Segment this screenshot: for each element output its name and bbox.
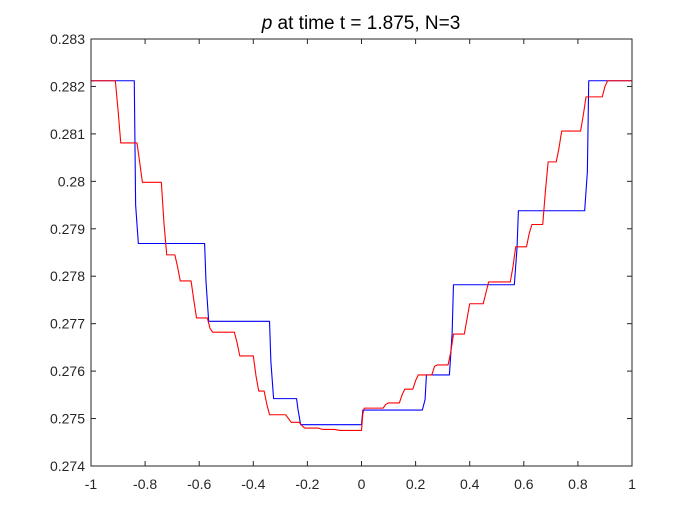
y-tick-label: 0.278 <box>50 268 85 284</box>
x-tick-label: 0.4 <box>460 476 480 492</box>
y-tick-label: 0.276 <box>50 363 85 379</box>
y-tick-label: 0.275 <box>50 411 85 427</box>
plot-area <box>91 39 632 466</box>
x-tick-label: 1 <box>628 476 636 492</box>
y-tick-label: 0.283 <box>50 31 85 47</box>
series-line-2 <box>91 80 632 431</box>
x-tick-label: 0.8 <box>568 476 588 492</box>
series-layer <box>91 80 632 431</box>
chart-title-rest: at time t = 1.875, N=3 <box>272 13 460 34</box>
y-tick-label: 0.28 <box>58 173 85 189</box>
x-tick-label: -0.6 <box>187 476 211 492</box>
chart-title: p at time t = 1.875, N=3 <box>261 13 461 34</box>
chart-title-variable: p <box>261 13 273 34</box>
x-tick-label: -0.8 <box>133 476 157 492</box>
y-tick-label: 0.279 <box>50 221 85 237</box>
x-tick-label: -0.4 <box>241 476 265 492</box>
x-tick-label: -1 <box>85 476 98 492</box>
tick-layer: -1 -0.8 -0.6 -0.4 -0.2 0 0.2 0.4 0.6 0.8 1 0.274 0.2… <box>50 31 636 492</box>
y-tick-label: 0.274 <box>50 458 85 474</box>
y-tick-label: 0.277 <box>50 316 85 332</box>
x-tick-label: 0.2 <box>406 476 426 492</box>
x-tick-label: 0.6 <box>514 476 534 492</box>
x-tick-label: -0.2 <box>295 476 319 492</box>
y-tick-label: 0.281 <box>50 126 85 142</box>
y-tick-label: 0.282 <box>50 78 85 94</box>
x-tick-label: 0 <box>358 476 366 492</box>
